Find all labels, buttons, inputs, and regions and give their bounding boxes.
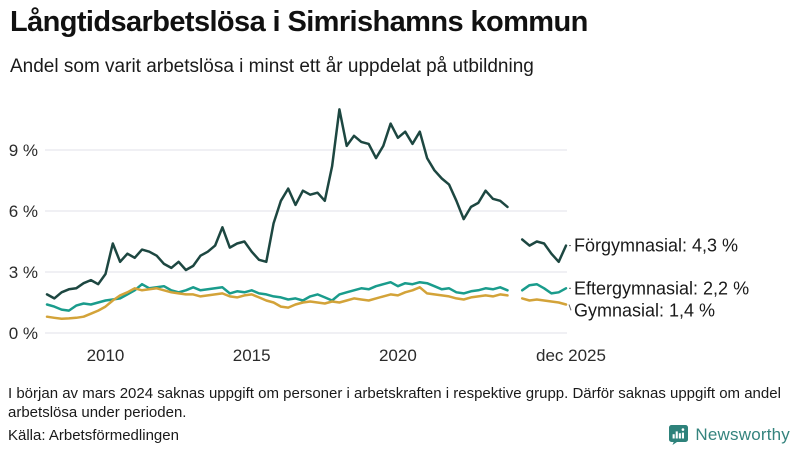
end-label-gymnasial: Gymnasial: 1,4 % [574, 300, 715, 320]
svg-text:3 %: 3 % [9, 263, 38, 282]
page-title: Långtidsarbetslösa i Simrishamns kommun [10, 6, 588, 38]
svg-text:2010: 2010 [87, 346, 125, 365]
svg-text:2020: 2020 [379, 346, 417, 365]
svg-text:0 %: 0 % [9, 324, 38, 343]
series-line-gymnasial [45, 286, 568, 321]
newsworthy-branding: Newsworthy [668, 424, 790, 445]
svg-text:9 %: 9 % [9, 141, 38, 160]
series-end-labels: Förgymnasial: 4,3 % Eftergymnasial: 2,2 %… [568, 236, 749, 320]
svg-text:dec 2025: dec 2025 [536, 346, 606, 365]
x-axis-labels: 2010 2015 2020 dec 2025 [87, 346, 606, 365]
newsworthy-wordmark: Newsworthy [695, 424, 790, 444]
newsworthy-logo-icon [669, 425, 689, 445]
chart-subtitle: Andel som varit arbetslösa i minst ett å… [10, 56, 534, 77]
series-line-förgymnasial [45, 108, 568, 300]
y-gridlines [45, 149, 567, 334]
series-line-eftergymnasial [45, 280, 568, 312]
chart-footnote: I början av mars 2024 saknas uppgift om … [8, 385, 781, 422]
y-axis-labels: 0 % 3 % 6 % 9 % [9, 141, 38, 343]
svg-text:2015: 2015 [233, 346, 271, 365]
line-chart: 0 % 3 % 6 % 9 % 2010 2015 2020 dec 2025 Förgym… [9, 108, 749, 365]
end-label-eftergymnasial: Eftergymnasial: 2,2 % [574, 278, 749, 298]
end-label-förgymnasial: Förgymnasial: 4,3 % [574, 236, 738, 256]
svg-text:6 %: 6 % [9, 202, 38, 221]
series-lines [45, 108, 568, 321]
source-attribution: Källa: Arbetsförmedlingen [8, 427, 179, 444]
